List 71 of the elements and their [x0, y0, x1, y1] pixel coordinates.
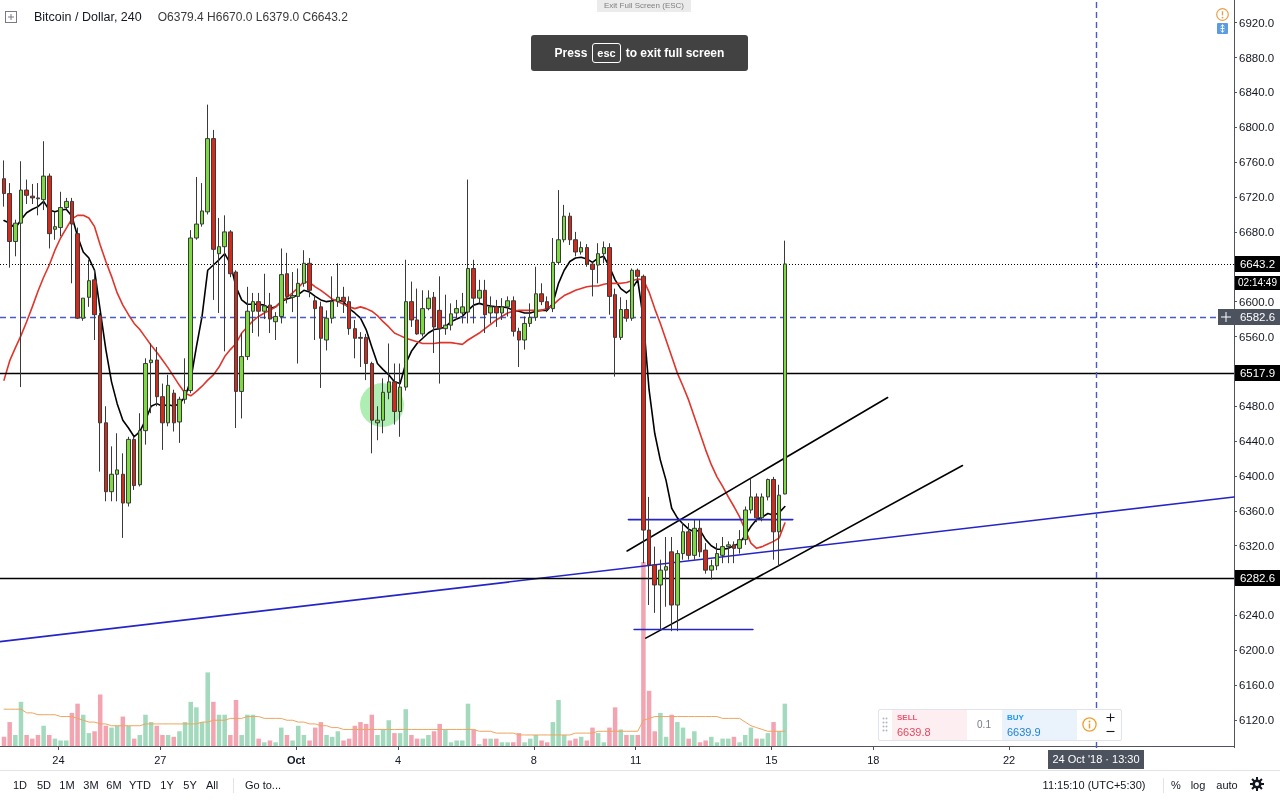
ref-line-label: 6282.6: [1235, 570, 1280, 587]
y-tick-label: 6840.0: [1239, 86, 1275, 99]
x-tick-label: 18: [867, 753, 880, 766]
candlestick: [783, 240, 787, 495]
bar: [624, 734, 629, 746]
y-tick-label: 6760.0: [1239, 156, 1275, 169]
bar: [86, 733, 92, 746]
ref-line-label: 6643.2: [1235, 255, 1280, 272]
x-tick-label: 22: [1002, 753, 1016, 766]
y-tick-label: 6160.0: [1239, 679, 1275, 692]
y-tick-label: 6440.0: [1239, 435, 1275, 448]
bar: [267, 740, 273, 746]
bar: [692, 731, 697, 746]
bar: [262, 742, 267, 746]
bar: [595, 733, 601, 746]
y-tick-label: 6880.0: [1239, 51, 1275, 64]
annotation: 0.1: [977, 719, 991, 730]
y-tick-label: 6600.0: [1239, 295, 1275, 308]
bar: [601, 742, 607, 746]
bar: [471, 729, 476, 746]
candlestick: [313, 295, 317, 341]
bar: [488, 738, 493, 746]
text: 02:14:49: [1235, 276, 1280, 290]
bar: [494, 738, 499, 746]
bar: [47, 734, 52, 746]
candlestick: [149, 342, 153, 414]
x-tick-label: 8: [530, 753, 537, 766]
y-tick-label: 6560.0: [1239, 330, 1275, 343]
x-tick-label: 27: [154, 753, 167, 766]
ref-line-label: 6582.6: [1235, 308, 1280, 325]
y-tick-label: 6920.0: [1239, 16, 1275, 29]
annotation: Press: [554, 46, 588, 60]
annotation: to exit full screen: [625, 46, 725, 60]
bar: [335, 731, 341, 746]
y-tick-label: 6360.0: [1239, 504, 1275, 517]
x-tick-label: 4: [394, 753, 402, 766]
bar: [771, 722, 776, 746]
y-tick-label: 6120.0: [1239, 714, 1275, 727]
bar: [256, 738, 261, 746]
y-tick-label: 6240.0: [1239, 609, 1275, 622]
text: O6379.4 H6670.0 L6379.0 C6643.2: [157, 10, 348, 24]
ref-line-label: 24 Oct '18 · 13:30: [1048, 750, 1145, 769]
annotation: 6639.9: [1007, 725, 1041, 738]
bar: [397, 733, 403, 746]
x-tick-label: 24: [52, 753, 65, 766]
y-tick-label: 6480.0: [1239, 400, 1275, 413]
y-tick-label: 6320.0: [1239, 539, 1275, 552]
bar: [765, 733, 771, 746]
y-tick-label: 6680.0: [1239, 225, 1275, 238]
candlestick: [98, 312, 102, 473]
bar: [669, 714, 674, 746]
bar: [686, 738, 691, 746]
x-tick-label: 11: [629, 753, 642, 766]
bar: [392, 733, 397, 746]
y-tick-label: 6720.0: [1239, 191, 1275, 204]
annotation: 6639.8: [897, 725, 931, 738]
annotation: BUY: [1007, 713, 1024, 722]
y-tick-label: 6800.0: [1239, 121, 1275, 134]
y-tick-label: 6200.0: [1239, 644, 1275, 657]
bar: [126, 725, 131, 746]
annotation: esc: [592, 43, 621, 63]
y-tick-label: 6400.0: [1239, 470, 1275, 482]
bar: [211, 701, 216, 746]
bar: [754, 738, 759, 746]
annotation: Exit Full Screen (ESC): [597, 0, 691, 12]
ref-line-label: 6517.9: [1235, 365, 1280, 382]
annotation: SELL: [897, 713, 918, 722]
bar: [41, 725, 46, 746]
text: Bitcoin / Dollar, 240: [34, 10, 142, 24]
x-tick-label: Oct: [286, 753, 306, 766]
x-tick-label: 15: [765, 753, 778, 766]
